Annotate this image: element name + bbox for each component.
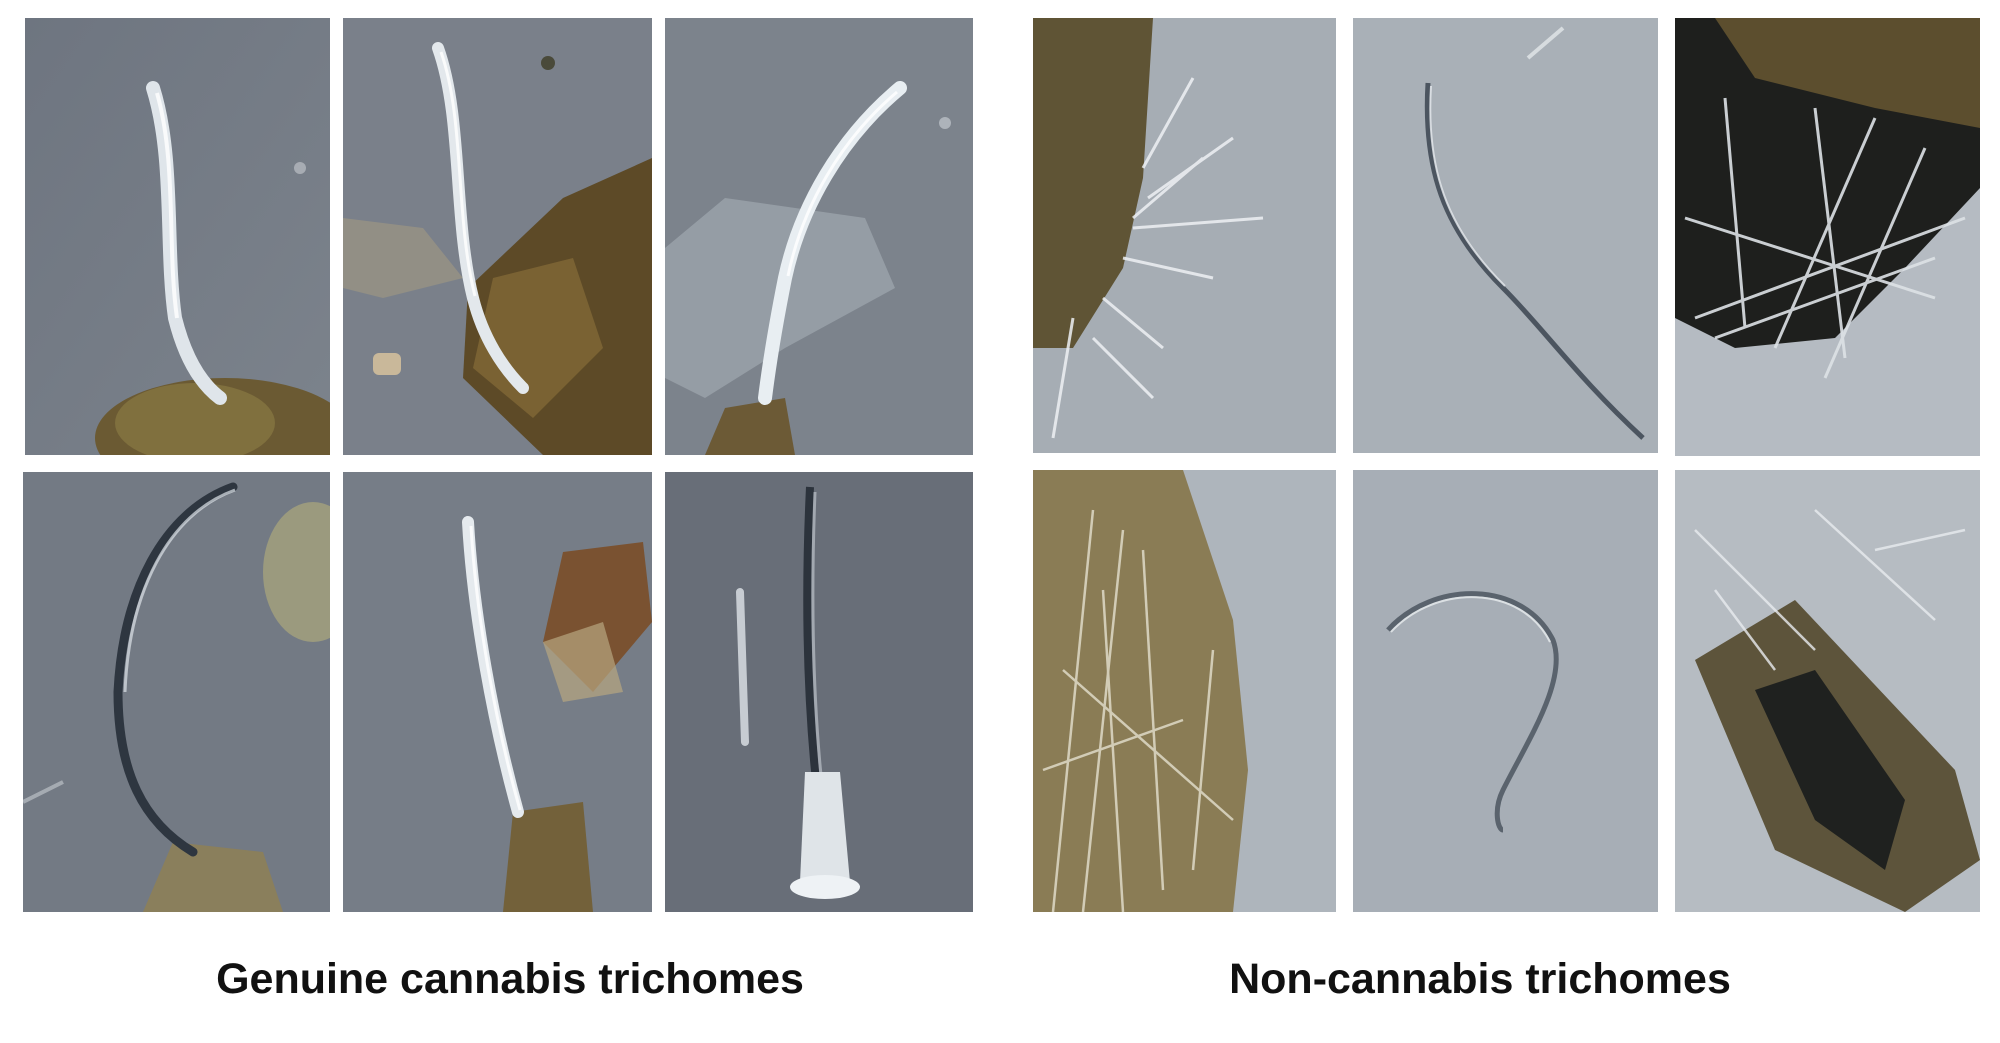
non-cannabis-photo-4 (1033, 470, 1336, 912)
genuine-caption: Genuine cannabis trichomes (216, 955, 804, 1003)
non-cannabis-photo-2 (1353, 18, 1658, 453)
genuine-photo-1 (25, 18, 330, 455)
non-cannabis-photo-5 (1353, 470, 1658, 912)
genuine-photo-6 (665, 472, 973, 912)
genuine-photo-2 (343, 18, 652, 455)
non-cannabis-photo-1 (1033, 18, 1336, 453)
genuine-photo-5 (343, 472, 652, 912)
genuine-photo-3 (665, 18, 973, 455)
non-cannabis-photo-6 (1675, 470, 1980, 912)
non-cannabis-photo-3 (1675, 18, 1980, 456)
genuine-photo-4 (23, 472, 330, 912)
non-cannabis-caption: Non-cannabis trichomes (1229, 955, 1731, 1003)
